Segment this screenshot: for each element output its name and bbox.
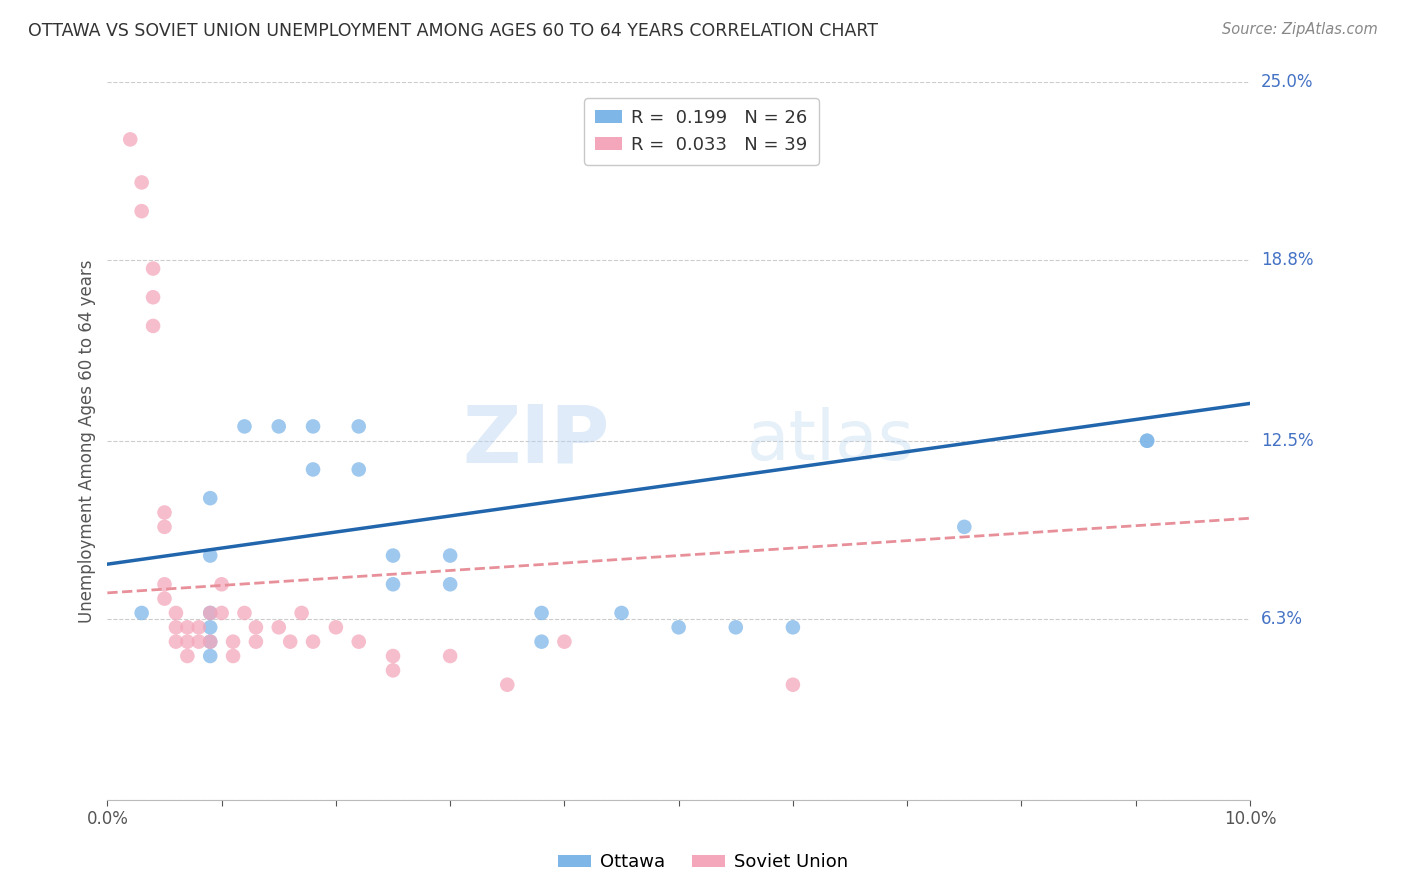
Point <box>233 419 256 434</box>
Point <box>187 620 209 634</box>
Point <box>200 606 222 620</box>
Point <box>267 419 290 434</box>
Point <box>153 506 176 520</box>
Point <box>120 132 142 146</box>
Text: ZIP: ZIP <box>463 401 610 480</box>
Point <box>724 620 747 634</box>
Point <box>153 577 176 591</box>
Point <box>1136 434 1159 448</box>
Text: 18.8%: 18.8% <box>1261 251 1313 268</box>
Point <box>439 648 461 663</box>
Point <box>382 648 405 663</box>
Text: OTTAWA VS SOVIET UNION UNEMPLOYMENT AMONG AGES 60 TO 64 YEARS CORRELATION CHART: OTTAWA VS SOVIET UNION UNEMPLOYMENT AMON… <box>28 22 879 40</box>
Text: 6.3%: 6.3% <box>1261 610 1303 628</box>
Point <box>200 648 222 663</box>
Point <box>222 634 245 648</box>
Point <box>267 620 290 634</box>
Point <box>211 606 233 620</box>
Legend: Ottawa, Soviet Union: Ottawa, Soviet Union <box>551 847 855 879</box>
Point <box>131 176 153 190</box>
Point <box>222 648 245 663</box>
Point <box>439 549 461 563</box>
Point <box>347 462 370 476</box>
Point <box>200 606 222 620</box>
Point <box>176 634 198 648</box>
Point <box>325 620 347 634</box>
Point <box>347 634 370 648</box>
Point <box>382 577 405 591</box>
Point <box>153 520 176 534</box>
Point <box>668 620 690 634</box>
Text: 12.5%: 12.5% <box>1261 432 1313 450</box>
Point <box>782 620 804 634</box>
Point <box>553 634 575 648</box>
Point <box>153 591 176 606</box>
Point <box>131 204 153 219</box>
Point <box>165 606 187 620</box>
Y-axis label: Unemployment Among Ages 60 to 64 years: Unemployment Among Ages 60 to 64 years <box>79 259 96 623</box>
Point <box>200 620 222 634</box>
Point <box>200 634 222 648</box>
Point <box>187 634 209 648</box>
Point <box>439 577 461 591</box>
Point <box>278 634 301 648</box>
Point <box>530 606 553 620</box>
Legend: R =  0.199   N = 26, R =  0.033   N = 39: R = 0.199 N = 26, R = 0.033 N = 39 <box>585 98 818 165</box>
Point <box>142 318 165 333</box>
Text: atlas: atlas <box>747 408 915 475</box>
Point <box>165 620 187 634</box>
Text: Source: ZipAtlas.com: Source: ZipAtlas.com <box>1222 22 1378 37</box>
Point <box>302 462 325 476</box>
Point <box>176 620 198 634</box>
Point <box>200 491 222 505</box>
Point <box>233 606 256 620</box>
Point <box>142 290 165 304</box>
Text: 25.0%: 25.0% <box>1261 73 1313 91</box>
Point <box>302 419 325 434</box>
Point <box>245 620 267 634</box>
Point <box>347 419 370 434</box>
Point <box>165 634 187 648</box>
Point <box>200 549 222 563</box>
Point <box>530 634 553 648</box>
Point <box>1136 434 1159 448</box>
Point <box>782 678 804 692</box>
Point <box>291 606 314 620</box>
Point <box>496 678 519 692</box>
Point <box>953 520 976 534</box>
Point <box>131 606 153 620</box>
Point <box>302 634 325 648</box>
Point <box>211 577 233 591</box>
Point <box>176 648 198 663</box>
Point <box>200 634 222 648</box>
Point <box>382 664 405 678</box>
Point <box>610 606 633 620</box>
Point <box>245 634 267 648</box>
Point <box>142 261 165 276</box>
Point <box>382 549 405 563</box>
